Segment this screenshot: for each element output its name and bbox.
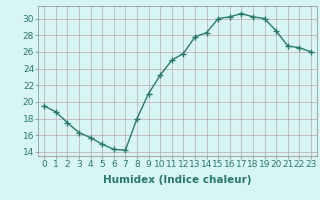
X-axis label: Humidex (Indice chaleur): Humidex (Indice chaleur) — [103, 175, 252, 185]
